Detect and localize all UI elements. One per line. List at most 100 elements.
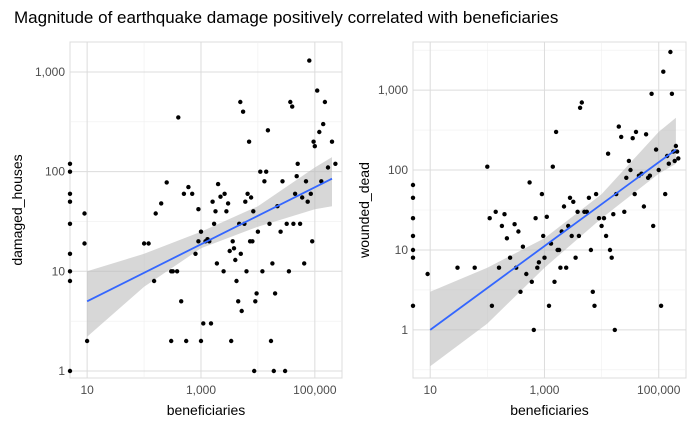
data-point — [668, 49, 673, 55]
data-point — [214, 261, 220, 266]
confidence-band — [87, 157, 332, 337]
data-point — [300, 195, 305, 200]
data-point — [260, 269, 265, 274]
data-point — [546, 303, 552, 308]
data-point — [571, 199, 576, 204]
data-point — [552, 279, 557, 284]
data-point — [499, 223, 505, 229]
y-tick-label: 10 — [395, 243, 409, 257]
y-axis-title: damaged_houses — [9, 154, 25, 265]
data-point — [541, 233, 546, 239]
data-point — [82, 241, 87, 246]
data-point — [410, 195, 416, 200]
data-point — [676, 156, 681, 161]
data-point — [186, 184, 191, 190]
data-point — [84, 338, 90, 344]
data-point — [67, 161, 73, 166]
data-point — [278, 229, 283, 234]
data-point — [609, 255, 614, 260]
y-tick-label: 100 — [45, 165, 65, 179]
data-point — [297, 221, 303, 226]
data-point — [550, 164, 555, 169]
data-point — [425, 271, 430, 277]
data-point — [577, 105, 583, 111]
data-point — [410, 182, 416, 188]
data-point — [651, 223, 656, 229]
chart-title: Magnitude of earthquake damage positivel… — [14, 8, 558, 27]
regression-line — [86, 177, 333, 303]
data-point — [641, 204, 647, 209]
data-point — [533, 216, 538, 221]
data-point — [181, 191, 187, 196]
data-point — [305, 199, 310, 204]
data-point — [575, 209, 580, 214]
data-point — [502, 212, 507, 217]
data-point — [196, 207, 201, 212]
y-tick-label: 1 — [401, 323, 408, 337]
data-point — [243, 199, 248, 204]
data-point — [576, 233, 582, 239]
data-point — [539, 191, 545, 197]
data-point — [238, 99, 243, 105]
data-point — [251, 209, 256, 214]
data-point — [229, 338, 234, 344]
data-point — [238, 251, 243, 256]
data-point — [455, 265, 460, 270]
left-panel-damaged-houses: 10 1,000 100,000 1 10 100 1,000 beneficiaries da… — [9, 41, 343, 418]
data-point — [295, 161, 300, 166]
data-point — [628, 167, 633, 173]
y-tick-label: 1,000 — [378, 83, 408, 97]
data-point — [227, 248, 232, 254]
data-point — [542, 255, 547, 260]
data-point — [253, 299, 258, 304]
data-point — [410, 303, 416, 308]
data-point — [254, 291, 259, 296]
data-point — [472, 265, 477, 270]
data-point — [518, 289, 523, 294]
data-point — [626, 158, 632, 164]
data-point — [234, 278, 239, 284]
data-point — [284, 221, 289, 226]
y-tick-label: 100 — [388, 163, 408, 177]
data-point — [611, 212, 616, 217]
data-point — [82, 211, 87, 216]
data-point — [303, 179, 309, 184]
data-point — [410, 216, 416, 221]
data-point — [288, 99, 293, 105]
data-point — [67, 169, 73, 174]
data-point — [586, 195, 592, 200]
data-point — [312, 144, 317, 149]
data-point — [579, 100, 584, 105]
data-point — [258, 169, 263, 174]
data-point — [248, 195, 254, 200]
data-point — [146, 241, 151, 246]
data-point — [553, 129, 559, 135]
data-point — [593, 191, 599, 197]
data-point — [573, 255, 578, 260]
data-point — [282, 368, 288, 374]
x-axis-title: beneficiaries — [510, 402, 589, 418]
data-point — [208, 321, 214, 326]
data-point — [215, 181, 221, 187]
data-point — [236, 299, 241, 304]
data-point — [231, 246, 237, 251]
x-tick-label: 1,000 — [186, 383, 216, 397]
data-point — [230, 239, 235, 244]
data-point — [67, 251, 73, 256]
data-point — [656, 167, 661, 173]
data-point — [290, 104, 295, 109]
y-axis-title: wounded_dead — [356, 162, 372, 259]
x-tick-label: 100,000 — [293, 383, 337, 397]
data-point — [151, 278, 157, 284]
data-point — [567, 195, 573, 200]
data-point — [170, 269, 175, 274]
data-point — [307, 58, 312, 63]
data-point — [225, 201, 231, 206]
data-point — [556, 247, 562, 253]
data-point — [268, 338, 274, 344]
data-point — [622, 209, 627, 214]
data-point — [198, 229, 204, 234]
data-point — [210, 199, 215, 204]
data-point — [649, 91, 654, 97]
data-point — [179, 299, 184, 304]
